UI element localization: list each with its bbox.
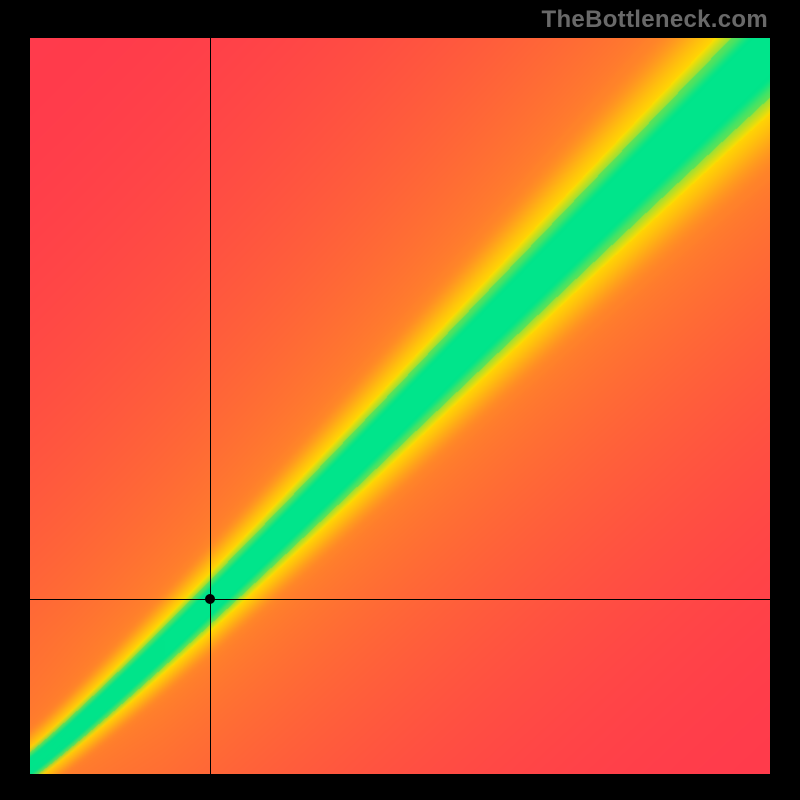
plot-area: [30, 38, 770, 774]
crosshair-marker-dot: [205, 594, 215, 604]
attribution-text: TheBottleneck.com: [542, 6, 768, 34]
crosshair-vertical: [210, 38, 211, 774]
heatmap-canvas: [30, 38, 770, 774]
crosshair-horizontal: [30, 599, 770, 600]
